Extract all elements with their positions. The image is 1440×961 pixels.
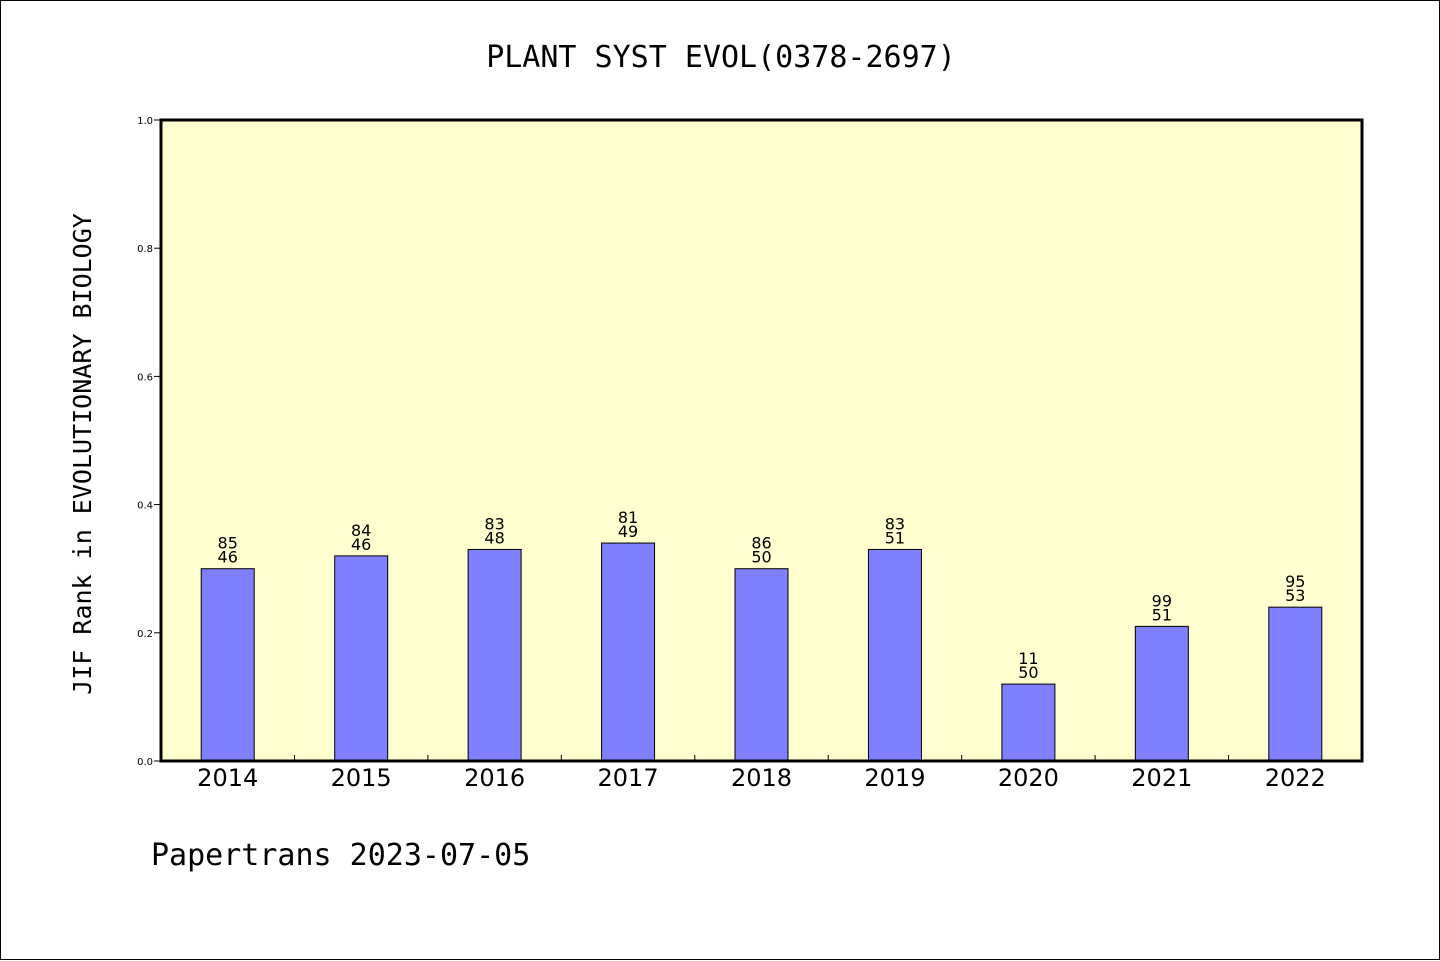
bar-2015 bbox=[334, 555, 389, 762]
bar-label-bottom: 51 bbox=[885, 528, 905, 547]
bar-2017 bbox=[601, 542, 656, 762]
x-tick-label: 2017 bbox=[598, 764, 659, 792]
bar-label-bottom: 50 bbox=[751, 548, 771, 567]
bar-2020 bbox=[1001, 683, 1056, 762]
x-tick-label: 2020 bbox=[998, 764, 1059, 792]
y-tick-label: 0.0 bbox=[137, 757, 153, 768]
y-axis-ticks: 0.0 0.2 0.4 0.6 0.8 1.0 bbox=[137, 116, 161, 768]
bar-label-top: 95 bbox=[1285, 572, 1305, 591]
bar-2016 bbox=[467, 548, 522, 762]
x-tick-label: 2018 bbox=[731, 764, 792, 792]
y-axis-label: JIF Rank in EVOLUTIONARY BIOLOGY bbox=[68, 213, 97, 695]
x-tick-label: 2016 bbox=[464, 764, 525, 792]
bar-label-bottom: 48 bbox=[484, 528, 504, 547]
x-tick-label: 2014 bbox=[197, 764, 258, 792]
bar-2014 bbox=[200, 568, 255, 762]
bar-2022 bbox=[1268, 606, 1323, 762]
bar-2019 bbox=[867, 548, 922, 762]
bar-label-bottom: 50 bbox=[1018, 663, 1038, 682]
bar-2018 bbox=[734, 568, 789, 762]
y-tick-label: 0.8 bbox=[137, 244, 153, 255]
bar-label-top: 11 bbox=[1018, 649, 1038, 668]
bar-label-top: 86 bbox=[751, 534, 771, 553]
x-tick-label: 2019 bbox=[864, 764, 925, 792]
y-tick-label: 0.2 bbox=[137, 629, 153, 640]
x-axis-ticks: 2014 2015 2016 2017 2018 2019 2020 2021 2022 bbox=[197, 755, 1326, 792]
bar-label-bottom: 46 bbox=[218, 548, 238, 567]
bar-label-top: 85 bbox=[218, 534, 238, 553]
bar-label-bottom: 49 bbox=[618, 522, 638, 541]
bar-label-top: 99 bbox=[1152, 591, 1172, 610]
footer-text: Papertrans 2023-07-05 bbox=[151, 838, 530, 873]
bar-label-top: 81 bbox=[618, 508, 638, 527]
bars bbox=[200, 542, 1323, 762]
bar-label-top: 84 bbox=[351, 521, 371, 540]
y-tick-label: 0.6 bbox=[137, 372, 153, 383]
chart-title: PLANT SYST EVOL(0378-2697) bbox=[486, 40, 956, 75]
y-tick-label: 1.0 bbox=[137, 116, 153, 127]
bar-2021 bbox=[1134, 625, 1189, 762]
bar-label-top: 83 bbox=[885, 514, 905, 533]
bar-label-top: 83 bbox=[484, 514, 504, 533]
x-tick-label: 2015 bbox=[331, 764, 392, 792]
bar-label-bottom: 53 bbox=[1285, 586, 1305, 605]
y-tick-label: 0.4 bbox=[137, 501, 153, 512]
x-tick-label: 2021 bbox=[1131, 764, 1192, 792]
bar-label-bottom: 51 bbox=[1152, 605, 1172, 624]
plot-border bbox=[159, 118, 1364, 763]
bar-label-bottom: 46 bbox=[351, 535, 371, 554]
x-tick-label: 2022 bbox=[1265, 764, 1326, 792]
